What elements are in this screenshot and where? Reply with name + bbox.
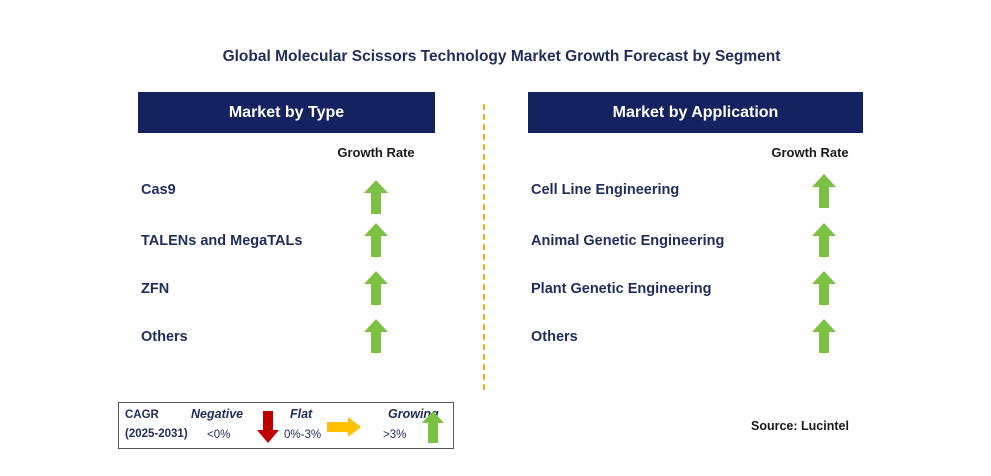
up-arrow-icon — [364, 319, 388, 353]
type-item-zfn: ZFN — [141, 281, 170, 297]
type-item-others: Others — [141, 329, 188, 345]
down-arrow-icon — [257, 411, 279, 443]
application-item-cell-line: Cell Line Engineering — [531, 182, 680, 198]
chart-title: Global Molecular Scissors Technology Mar… — [222, 48, 781, 65]
up-arrow-icon — [812, 174, 836, 208]
up-arrow-icon — [812, 319, 836, 353]
up-arrow-icon — [812, 271, 836, 305]
application-item-others: Others — [531, 329, 578, 345]
application-item-plant: Plant Genetic Engineering — [531, 281, 712, 297]
up-arrow-icon — [364, 180, 388, 214]
up-arrow-icon — [364, 271, 388, 305]
application-growth-rate-label: Growth Rate — [771, 145, 849, 160]
cagr-legend: CAGR (2025-2031) Negative <0% Flat 0%-3%… — [118, 402, 454, 449]
market-by-application-header: Market by Application — [528, 92, 863, 133]
type-growth-rate-label: Growth Rate — [337, 145, 415, 160]
legend-flat-range: 0%-3% — [284, 429, 322, 441]
legend-period: (2025-2031) — [125, 428, 188, 440]
legend-cagr-label: CAGR — [125, 409, 159, 421]
legend-negative-range: <0% — [207, 429, 231, 441]
type-item-talens: TALENs and MegaTALs — [141, 233, 303, 249]
legend-flat-label: Flat — [290, 407, 313, 421]
up-arrow-icon — [422, 411, 444, 443]
legend-growing-label: Growing — [388, 407, 439, 421]
type-item-cas9: Cas9 — [141, 182, 176, 198]
application-item-animal: Animal Genetic Engineering — [531, 233, 725, 249]
legend-negative-label: Negative — [191, 407, 244, 421]
market-by-type-header: Market by Type — [138, 92, 435, 133]
up-arrow-icon — [812, 223, 836, 257]
panel-divider — [483, 104, 485, 390]
up-arrow-icon — [364, 223, 388, 257]
legend-growing-range: >3% — [383, 429, 407, 441]
right-arrow-icon — [327, 417, 361, 437]
source-note: Source: Lucintel — [751, 419, 849, 433]
